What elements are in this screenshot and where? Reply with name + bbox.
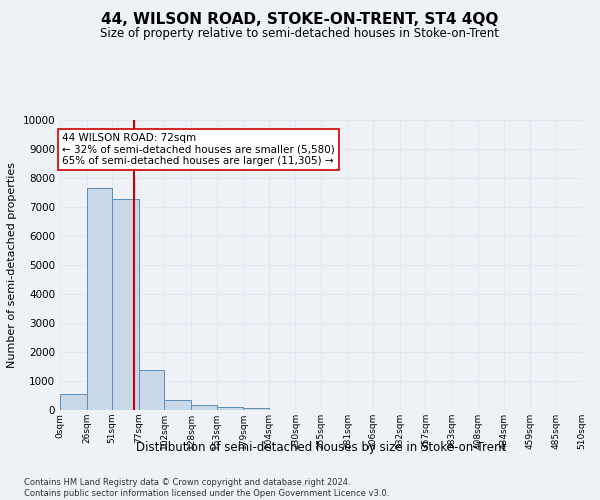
Text: Size of property relative to semi-detached houses in Stoke-on-Trent: Size of property relative to semi-detach… — [101, 28, 499, 40]
Bar — [217, 407, 243, 410]
Bar — [60, 394, 86, 410]
Text: 44 WILSON ROAD: 72sqm
← 32% of semi-detached houses are smaller (5,580)
65% of s: 44 WILSON ROAD: 72sqm ← 32% of semi-deta… — [62, 133, 335, 166]
Text: Distribution of semi-detached houses by size in Stoke-on-Trent: Distribution of semi-detached houses by … — [136, 441, 506, 454]
Bar — [86, 188, 112, 410]
Text: 44, WILSON ROAD, STOKE-ON-TRENT, ST4 4QQ: 44, WILSON ROAD, STOKE-ON-TRENT, ST4 4QQ — [101, 12, 499, 28]
Bar — [191, 406, 217, 410]
Text: Contains HM Land Registry data © Crown copyright and database right 2024.
Contai: Contains HM Land Registry data © Crown c… — [24, 478, 389, 498]
Bar — [112, 199, 139, 410]
Bar — [164, 400, 191, 410]
Bar — [243, 408, 269, 410]
Y-axis label: Number of semi-detached properties: Number of semi-detached properties — [7, 162, 17, 368]
Bar — [139, 370, 164, 410]
